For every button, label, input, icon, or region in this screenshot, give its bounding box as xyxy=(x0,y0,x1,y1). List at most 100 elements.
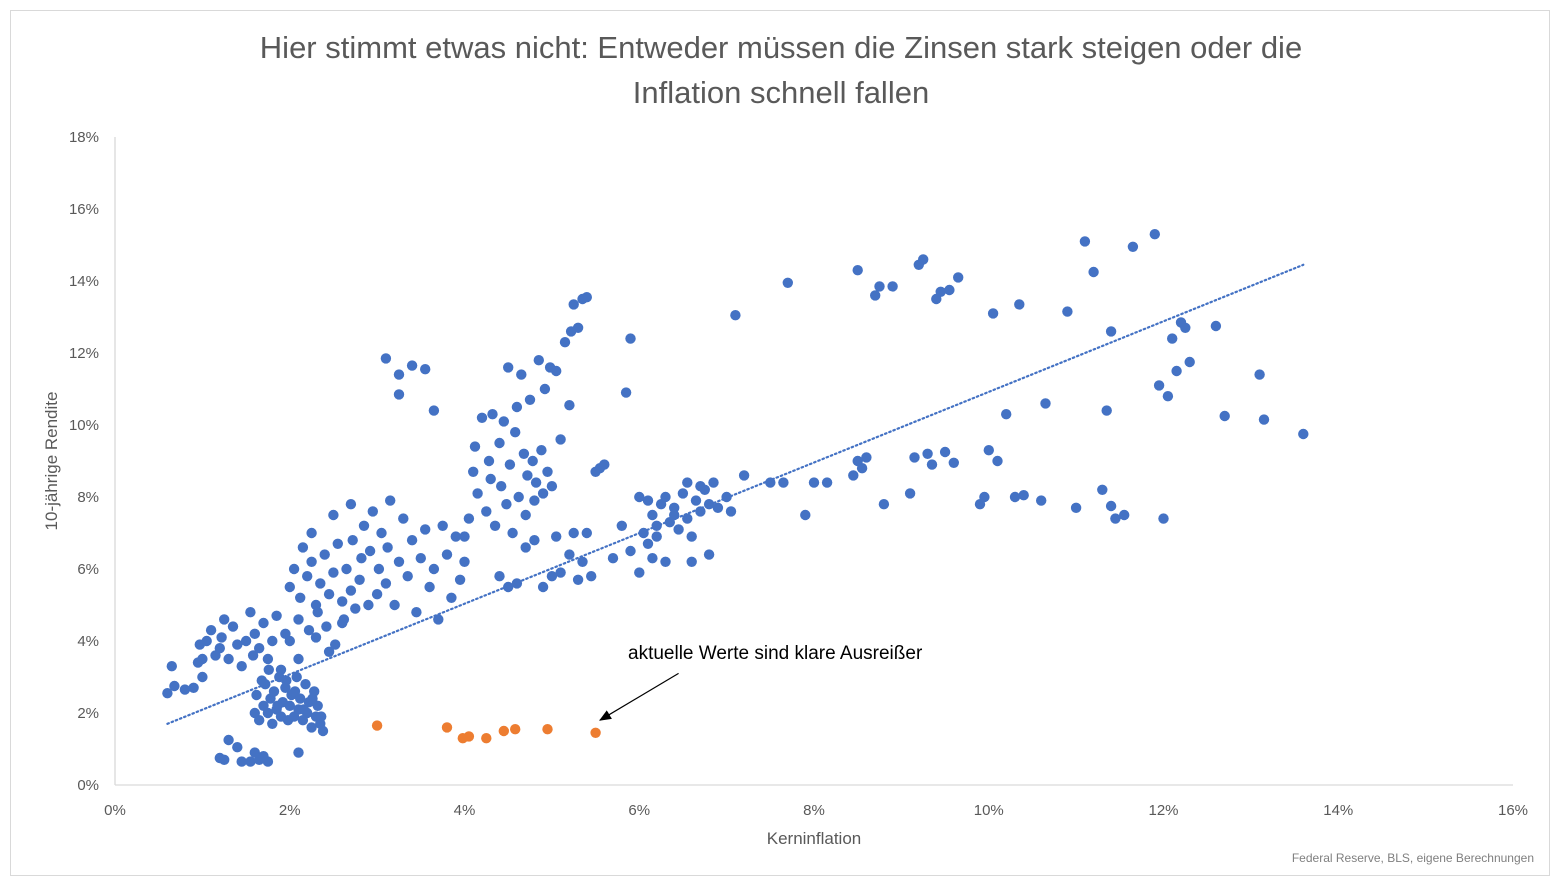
data-point-historical xyxy=(463,513,475,524)
data-point-historical xyxy=(1119,509,1130,521)
data-point-historical xyxy=(778,477,789,488)
data-point-historical xyxy=(428,563,440,575)
x-tick-label: 4% xyxy=(454,802,476,819)
data-point-historical xyxy=(782,277,793,288)
data-point-historical xyxy=(887,281,898,292)
data-point-historical xyxy=(420,524,431,535)
data-point-historical xyxy=(848,470,859,481)
data-point-historical xyxy=(380,353,392,364)
data-point-historical xyxy=(703,549,715,560)
data-point-historical xyxy=(725,506,737,517)
y-tick-label: 12% xyxy=(69,345,99,362)
data-point-historical xyxy=(703,499,715,510)
data-point-historical xyxy=(1101,405,1112,416)
data-point-historical xyxy=(529,535,540,546)
data-point-historical xyxy=(317,725,329,737)
trendline-layer xyxy=(166,263,1305,725)
data-point-historical xyxy=(498,416,509,427)
y-tick-label: 18% xyxy=(69,129,99,146)
data-point-historical xyxy=(420,364,431,375)
data-point-historical xyxy=(568,299,579,310)
data-point-historical xyxy=(227,621,239,632)
data-point-historical xyxy=(1036,495,1047,506)
data-point-historical xyxy=(254,643,265,654)
data-point-historical xyxy=(216,632,227,643)
data-point-historical xyxy=(1162,391,1174,402)
data-point-historical xyxy=(389,599,400,611)
data-point-recent xyxy=(441,722,453,733)
x-tick-label: 2% xyxy=(279,802,301,819)
data-point-historical xyxy=(472,488,483,499)
data-point-historical xyxy=(1149,229,1161,240)
data-point-recent xyxy=(498,725,509,737)
data-point-historical xyxy=(284,581,295,593)
data-point-historical xyxy=(647,553,658,564)
data-point-historical xyxy=(944,284,955,296)
data-point-historical xyxy=(542,466,553,477)
data-point-historical xyxy=(415,553,426,564)
data-point-historical xyxy=(1105,326,1117,337)
data-point-historical xyxy=(546,571,558,582)
chart-frame xyxy=(10,10,1550,876)
data-point-historical xyxy=(232,639,243,650)
data-point-historical xyxy=(1298,428,1309,440)
data-point-historical xyxy=(939,446,951,458)
data-point-historical xyxy=(520,509,531,521)
data-point-historical xyxy=(306,527,317,539)
chart-title-line-1: Hier stimmt etwas nicht: Entweder müssen… xyxy=(260,30,1302,65)
data-point-historical xyxy=(166,661,177,672)
data-point-historical xyxy=(682,477,693,488)
data-point-historical xyxy=(992,455,1003,467)
data-point-historical xyxy=(446,592,457,603)
data-point-historical xyxy=(263,664,274,675)
data-point-historical xyxy=(293,614,304,625)
data-point-historical xyxy=(1070,502,1082,513)
data-point-historical xyxy=(660,491,671,503)
data-point-historical xyxy=(686,531,697,542)
y-tick-label: 2% xyxy=(77,705,99,722)
data-point-historical xyxy=(695,506,706,517)
data-point-historical xyxy=(312,607,323,618)
data-point-historical xyxy=(281,675,292,686)
data-point-historical xyxy=(520,542,531,553)
data-point-historical xyxy=(380,578,392,589)
data-point-historical xyxy=(926,459,938,470)
data-point-historical xyxy=(367,506,378,517)
data-point-historical xyxy=(337,617,348,629)
data-point-historical xyxy=(411,607,422,618)
x-tick-label: 14% xyxy=(1323,802,1353,819)
data-point-historical xyxy=(197,653,208,665)
data-point-historical xyxy=(179,684,191,695)
data-point-historical xyxy=(251,689,262,701)
data-point-historical xyxy=(808,477,820,488)
data-point-historical xyxy=(546,481,558,492)
data-point-historical xyxy=(586,571,597,582)
data-point-historical xyxy=(284,700,295,711)
data-point-historical xyxy=(856,463,868,474)
data-point-historical xyxy=(1040,398,1051,409)
data-point-historical xyxy=(406,535,418,546)
data-point-historical xyxy=(330,639,341,650)
data-point-recent xyxy=(371,720,383,731)
data-point-historical xyxy=(284,635,295,647)
data-point-historical xyxy=(516,369,527,380)
data-point-historical xyxy=(503,581,514,593)
data-point-historical xyxy=(581,527,592,539)
x-tick-label: 10% xyxy=(974,802,1004,819)
data-point-historical xyxy=(1210,320,1222,332)
data-point-historical xyxy=(935,286,946,297)
data-point-historical xyxy=(319,549,330,560)
data-point-historical xyxy=(223,734,234,746)
data-point-historical xyxy=(459,531,470,542)
data-point-historical xyxy=(197,671,208,683)
data-point-historical xyxy=(201,635,212,647)
data-point-historical xyxy=(651,531,662,542)
data-point-historical xyxy=(537,581,549,593)
data-point-historical xyxy=(312,700,323,711)
data-point-historical xyxy=(205,625,217,636)
data-point-historical xyxy=(236,661,247,672)
data-point-historical xyxy=(341,563,352,575)
data-point-historical xyxy=(1088,266,1099,278)
y-tick-label: 10% xyxy=(69,417,99,434)
data-point-historical xyxy=(527,455,538,467)
